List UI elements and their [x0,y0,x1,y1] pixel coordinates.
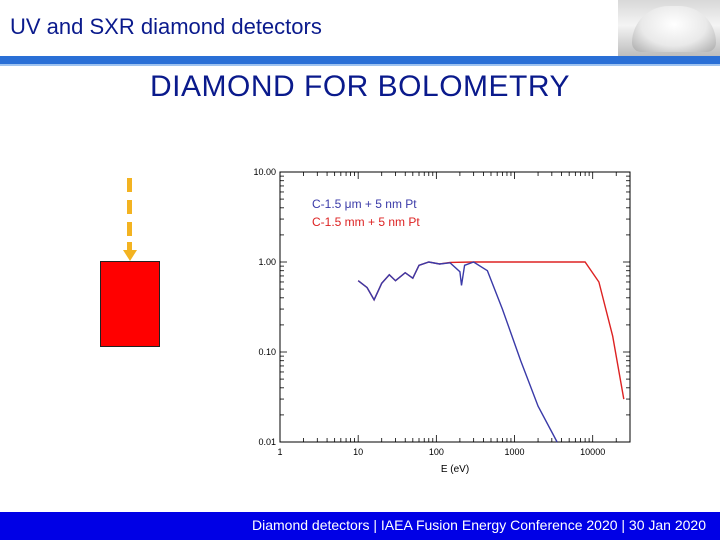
header-rule-light [0,64,720,66]
x-tick-label: 100 [429,447,444,457]
diamond-detector-block [100,261,160,347]
series-line-1 [357,261,558,443]
absorption-chart: 1 10 100 1000 10000 10.00 1.00 0.10 0.01 C-1.5 μ… [253,167,631,475]
header-photo [618,0,720,56]
series-line-2 [357,261,625,400]
chart-ticks: 1 10 100 1000 10000 10.00 1.00 0.10 0.01 [253,167,631,457]
y-tick-label: 0.10 [258,347,276,357]
footer-bar: Diamond detectors | IAEA Fusion Energy C… [0,512,720,540]
legend-entry-2: C-1.5 mm + 5 nm Pt [312,215,420,229]
y-tick-label: 10.00 [253,167,276,177]
y-tick-label: 0.01 [258,437,276,447]
header-rule [0,56,720,64]
x-tick-label: 10 [353,447,363,457]
chart-series [357,261,625,443]
x-axis-label: E (eV) [441,464,469,475]
x-tick-label: 10000 [580,447,605,457]
x-tick-label: 1000 [505,447,525,457]
arrow-dash [127,200,132,214]
x-tick-label: 1 [277,447,282,457]
footer-text: Diamond detectors | IAEA Fusion Energy C… [252,517,706,533]
slide-title: DIAMOND FOR BOLOMETRY [150,70,570,103]
arrow-dash [127,242,132,250]
arrow-head-icon [123,250,137,261]
header-title: UV and SXR diamond detectors [10,14,322,39]
y-tick-label: 1.00 [258,257,276,267]
chart-frame [279,171,631,443]
arrow-dash [127,178,132,192]
chart-legend: C-1.5 μm + 5 nm Pt C-1.5 mm + 5 nm Pt [312,197,420,229]
arrow-dash [127,222,132,236]
legend-entry-1: C-1.5 μm + 5 nm Pt [312,197,417,211]
